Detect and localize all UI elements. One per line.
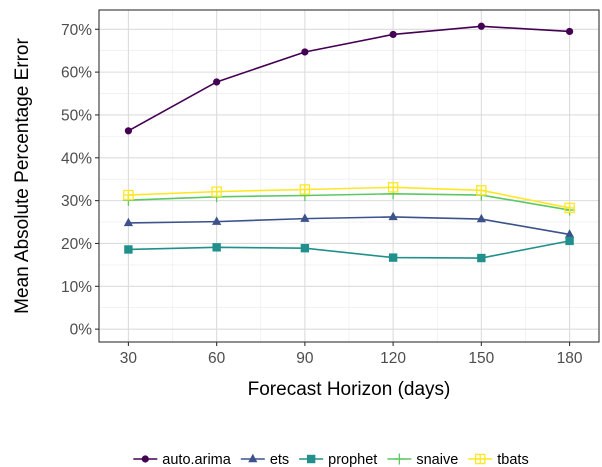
series-line [128,240,570,259]
legend-key [468,453,493,465]
plot-border [98,9,600,343]
x-tick-label: 90 [296,350,314,367]
data-point-circle [141,455,149,463]
data-point-square [124,245,133,254]
y-tick-label: 0% [70,322,93,339]
data-point-square-cross [299,184,311,195]
legend-label: ets [270,452,289,467]
legend-item: auto.arima [133,452,232,467]
y-tick-label: 50% [61,107,92,124]
legend-key [387,453,412,465]
data-point-triangle [388,211,398,221]
series-line [128,186,570,209]
x-tick-label: 60 [208,350,226,367]
data-point-square [306,454,316,464]
legend-label: prophet [328,452,377,467]
data-point-circle [565,27,574,36]
legend-item: snaive [387,452,458,467]
data-point-triangle [212,216,222,225]
data-point-square-cross [123,189,134,201]
data-point-square [565,236,574,246]
legend-item: tbats [468,452,529,467]
x-axis-title: Forecast Horizon (days) [248,379,451,400]
data-point-circle [389,30,397,39]
series-line [128,192,570,211]
data-point-triangle [476,213,486,223]
series-ets [123,211,575,238]
y-tick-label: 60% [61,65,92,82]
data-point-triangle [300,213,310,222]
y-tick-label: 40% [61,150,92,167]
legend-key [240,453,265,463]
x-tick-label: 150 [468,350,494,367]
data-point-square [212,243,221,252]
series-auto-arima [124,22,574,135]
y-tick-label: 20% [61,236,92,253]
data-point-square [477,253,486,263]
data-point-square-cross [475,453,486,465]
data-point-triangle [564,229,575,238]
legend-item: ets [240,452,289,467]
data-point-triangle [248,453,258,463]
data-point-square-cross [564,202,575,214]
legend-label: tbats [497,452,528,467]
x-tick-label: 180 [557,350,583,367]
x-tick-label: 30 [120,350,138,367]
data-point-square-cross [387,182,399,193]
data-point-square-cross [211,186,222,197]
series-line [128,25,570,132]
data-point-circle [301,48,309,56]
legend-item: prophet [299,452,377,467]
y-axis-title: Mean Absolute Percentage Error [12,38,33,314]
y-tick-label: 70% [61,22,92,39]
data-point-circle [213,78,221,86]
y-tick-label: 30% [61,193,92,210]
legend-key [299,454,324,464]
data-point-circle [124,127,133,135]
legend-label: auto.arima [162,452,231,467]
x-tick-label: 120 [380,350,406,367]
x-axis: 30 60 90 120 150 180 [120,342,583,367]
data-point-circle [477,22,485,30]
series-tbats [123,182,575,214]
series-prophet [124,236,574,263]
y-tick-label: 10% [61,279,92,296]
series-line [128,216,570,236]
data-point-square [300,243,310,253]
legend-key [133,455,158,463]
data-point-square [388,253,398,262]
legend-label: snaive [416,452,458,467]
data-point-triangle [123,217,134,227]
data-point-plus [393,453,405,465]
y-axis: 0% 10% 20% 30% 40% 50% 60% 70% [61,22,99,339]
data-point-square-cross [476,185,487,196]
series-layer [122,22,576,263]
legend: auto.arima ets prophet snaive tbats [133,452,529,467]
